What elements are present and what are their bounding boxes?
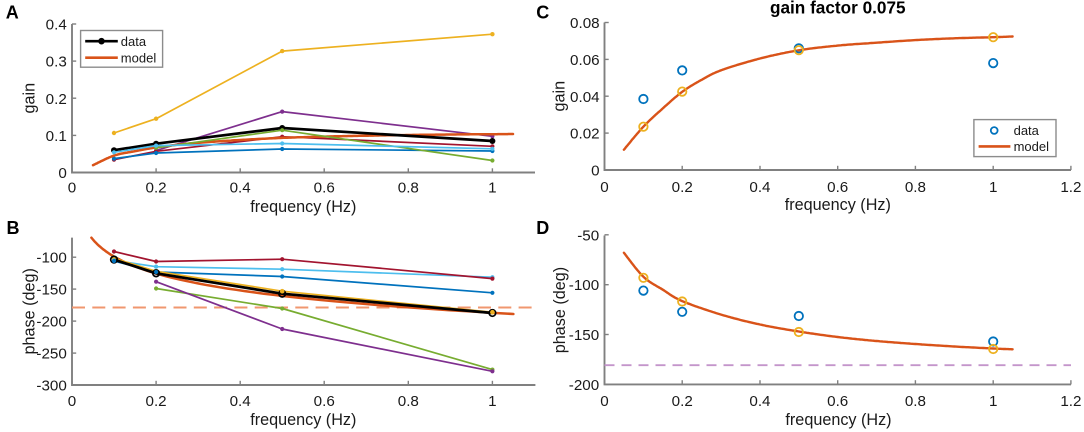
svg-text:0.4: 0.4 bbox=[749, 393, 770, 410]
svg-text:D: D bbox=[536, 218, 549, 238]
svg-text:0.02: 0.02 bbox=[570, 126, 600, 143]
svg-text:0.3: 0.3 bbox=[46, 54, 67, 71]
svg-text:frequency (Hz): frequency (Hz) bbox=[250, 198, 356, 216]
svg-text:0.8: 0.8 bbox=[398, 393, 419, 410]
svg-text:0.04: 0.04 bbox=[570, 89, 600, 106]
svg-text:1: 1 bbox=[989, 393, 997, 410]
svg-text:model: model bbox=[1014, 139, 1050, 154]
svg-text:1.2: 1.2 bbox=[1060, 179, 1081, 196]
svg-text:frequency (Hz): frequency (Hz) bbox=[250, 411, 356, 429]
svg-text:0.4: 0.4 bbox=[230, 180, 251, 197]
svg-text:0: 0 bbox=[600, 393, 608, 410]
svg-text:0.8: 0.8 bbox=[398, 180, 419, 197]
svg-text:0.2: 0.2 bbox=[672, 393, 693, 410]
svg-text:gain: gain bbox=[551, 81, 569, 112]
svg-text:0.08: 0.08 bbox=[570, 15, 600, 32]
svg-text:0.6: 0.6 bbox=[314, 180, 335, 197]
svg-text:gain factor 0.075: gain factor 0.075 bbox=[770, 0, 906, 18]
svg-text:0.4: 0.4 bbox=[230, 393, 251, 410]
svg-text:1: 1 bbox=[989, 179, 997, 196]
svg-text:0.4: 0.4 bbox=[749, 179, 770, 196]
svg-text:model: model bbox=[121, 50, 157, 65]
svg-text:0.8: 0.8 bbox=[905, 393, 926, 410]
svg-text:gain: gain bbox=[21, 83, 39, 114]
svg-text:B: B bbox=[7, 218, 20, 238]
svg-text:-150: -150 bbox=[569, 327, 599, 344]
svg-text:-100: -100 bbox=[36, 250, 66, 267]
svg-text:0: 0 bbox=[591, 163, 599, 180]
svg-text:A: A bbox=[6, 3, 19, 23]
svg-text:0.2: 0.2 bbox=[146, 393, 167, 410]
svg-text:0: 0 bbox=[58, 165, 66, 182]
svg-text:data: data bbox=[121, 34, 147, 49]
svg-text:-200: -200 bbox=[569, 377, 599, 394]
svg-text:-150: -150 bbox=[36, 282, 66, 299]
svg-text:phase (deg): phase (deg) bbox=[551, 267, 569, 353]
svg-text:-100: -100 bbox=[569, 277, 599, 294]
svg-text:0.06: 0.06 bbox=[570, 52, 600, 69]
svg-text:1: 1 bbox=[488, 393, 496, 410]
svg-text:-50: -50 bbox=[577, 227, 599, 244]
svg-text:0.1: 0.1 bbox=[46, 128, 67, 145]
svg-text:0.6: 0.6 bbox=[827, 179, 848, 196]
svg-text:0.8: 0.8 bbox=[905, 179, 926, 196]
svg-text:0: 0 bbox=[600, 179, 608, 196]
svg-text:0.4: 0.4 bbox=[46, 17, 67, 34]
svg-text:-250: -250 bbox=[36, 346, 66, 363]
svg-text:1.2: 1.2 bbox=[1060, 393, 1081, 410]
svg-text:-200: -200 bbox=[36, 314, 66, 331]
svg-text:frequency (Hz): frequency (Hz) bbox=[785, 196, 891, 214]
svg-text:0.2: 0.2 bbox=[672, 179, 693, 196]
svg-text:0.2: 0.2 bbox=[46, 91, 67, 108]
svg-text:0: 0 bbox=[68, 180, 76, 197]
svg-text:1: 1 bbox=[488, 180, 496, 197]
svg-text:C: C bbox=[536, 3, 549, 23]
svg-text:frequency (Hz): frequency (Hz) bbox=[785, 411, 891, 429]
svg-text:-300: -300 bbox=[36, 378, 66, 395]
svg-text:0.6: 0.6 bbox=[827, 393, 848, 410]
svg-text:0: 0 bbox=[68, 393, 76, 410]
svg-text:phase (deg): phase (deg) bbox=[21, 268, 39, 354]
svg-text:0.2: 0.2 bbox=[146, 180, 167, 197]
svg-text:0.6: 0.6 bbox=[314, 393, 335, 410]
svg-text:data: data bbox=[1014, 123, 1040, 138]
